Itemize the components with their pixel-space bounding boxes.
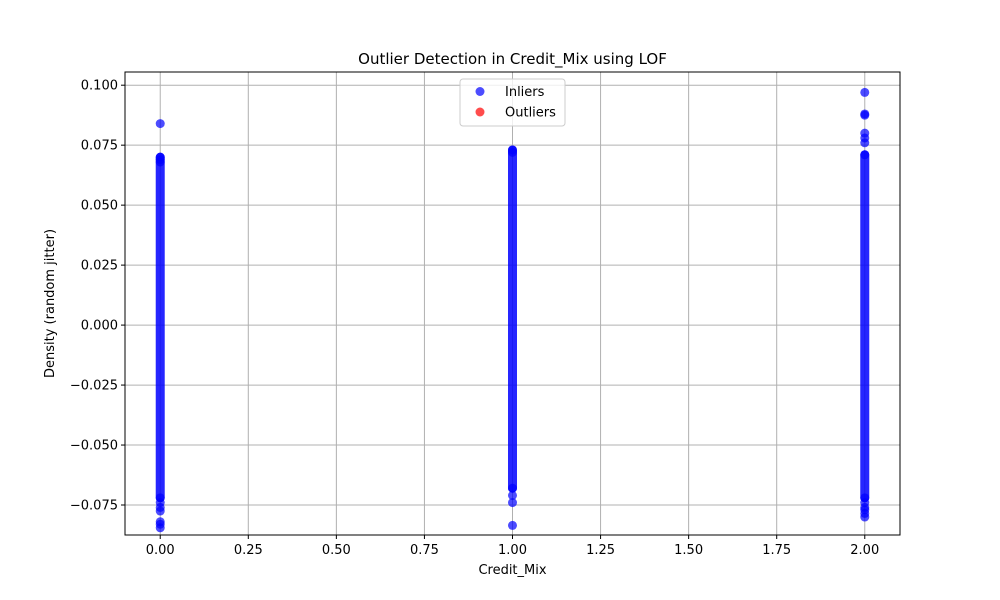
x-tick-label: 0.50 — [322, 543, 351, 558]
x-tick-label: 1.75 — [762, 543, 791, 558]
y-tick-label: 0.000 — [81, 319, 118, 334]
x-tick-label: 0.75 — [410, 543, 439, 558]
data-point-inliers — [155, 506, 165, 516]
x-tick-label: 0.00 — [146, 543, 175, 558]
y-axis-label: Density (random jitter) — [43, 229, 58, 378]
data-point-inliers — [860, 87, 870, 97]
point-clusters — [155, 145, 870, 503]
y-axis-ticks: −0.075 −0.050 −0.025 0.000 0.025 0.050 0.075 0.… — [70, 79, 125, 514]
data-point-inliers — [508, 483, 517, 493]
x-tick-label: 0.25 — [234, 543, 263, 558]
x-tick-label: 1.25 — [586, 543, 615, 558]
data-point-inliers — [155, 523, 165, 533]
legend-marker-outliers — [475, 107, 485, 117]
data-point-inliers — [508, 498, 517, 508]
x-tick-label: 2.00 — [850, 543, 879, 558]
y-tick-label: 0.050 — [81, 199, 118, 214]
data-point-inliers — [508, 490, 517, 500]
legend-label-inliers: Inliers — [505, 85, 545, 100]
legend-marker-inliers — [475, 87, 485, 96]
x-axis-label: Credit_Mix — [478, 563, 546, 578]
x-tick-label: 1.00 — [498, 543, 527, 558]
chart-title: Outlier Detection in Credit_Mix using LO… — [358, 50, 667, 69]
data-point-inliers — [860, 110, 870, 120]
data-point-inliers — [508, 147, 517, 157]
legend: Inliers Outliers — [459, 78, 566, 127]
data-point-inliers — [860, 150, 870, 160]
data-point-inliers — [508, 520, 517, 530]
data-point-inliers — [860, 138, 870, 148]
data-point-inliers — [860, 512, 870, 522]
data-point-inliers — [155, 157, 165, 167]
x-axis-ticks: 0.00 0.25 0.50 0.75 1.00 1.25 1.50 1.75 2.00 — [146, 535, 879, 558]
cluster-inliers — [860, 150, 870, 503]
y-tick-label: 0.025 — [81, 259, 118, 274]
y-tick-label: −0.050 — [70, 439, 118, 454]
y-tick-label: −0.025 — [70, 379, 118, 394]
x-tick-label: 1.50 — [674, 543, 703, 558]
legend-box — [459, 78, 566, 127]
legend-label-outliers: Outliers — [505, 106, 556, 121]
cluster-inliers — [508, 145, 517, 493]
y-tick-label: −0.075 — [70, 499, 118, 514]
data-point-inliers — [155, 119, 165, 129]
cluster-inliers — [155, 152, 165, 503]
y-tick-label: 0.100 — [81, 79, 118, 94]
y-tick-label: 0.075 — [81, 139, 118, 154]
data-points — [155, 87, 870, 533]
